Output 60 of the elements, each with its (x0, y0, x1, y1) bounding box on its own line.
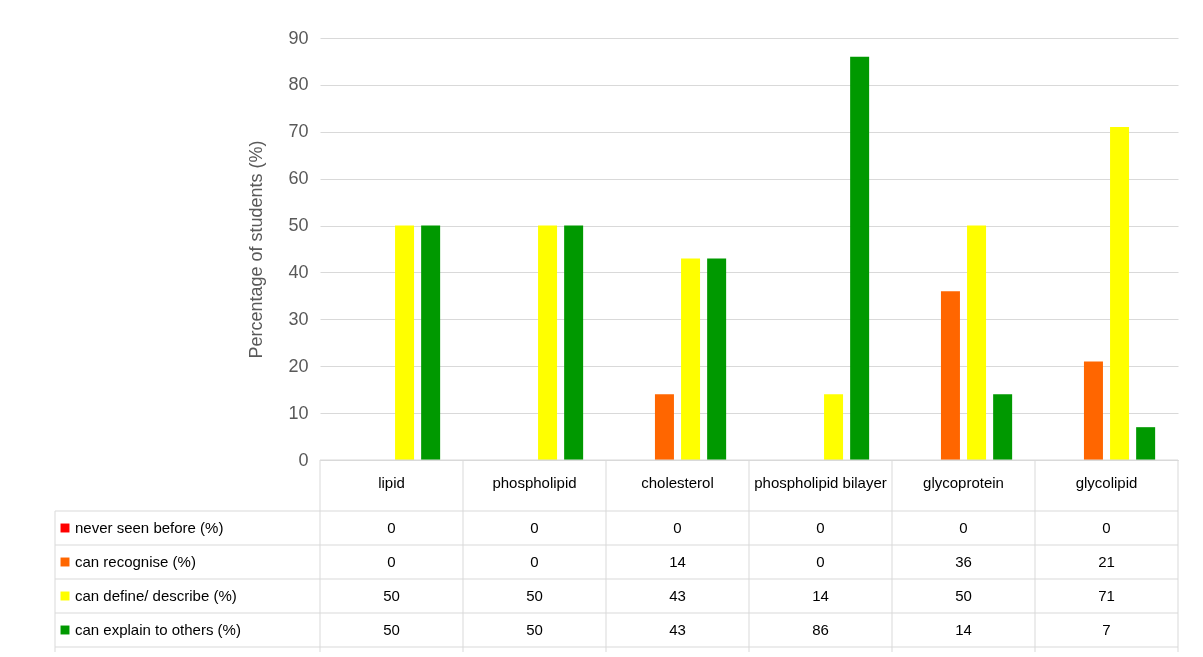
legend-label: can recognise (%) (75, 553, 196, 570)
data-label: 14 (812, 587, 829, 604)
bar (538, 225, 558, 460)
x-tick-label: phospholipid (492, 473, 577, 491)
data-label: 0 (387, 519, 396, 536)
data-label: 14 (669, 553, 686, 570)
bar (993, 394, 1013, 460)
data-label: 50 (526, 587, 543, 604)
data-label: 50 (955, 587, 972, 604)
data-label: 36 (955, 553, 972, 570)
data-label: 0 (816, 519, 825, 536)
bar (967, 225, 987, 460)
data-label: 0 (387, 553, 396, 570)
bar (707, 258, 727, 460)
x-tick-label: phospholipid bilayer (754, 473, 887, 491)
y-tick-label: 10 (288, 402, 309, 423)
x-tick-label: lipid (378, 473, 405, 491)
data-label: 0 (959, 519, 968, 536)
data-label: 50 (383, 587, 400, 604)
y-tick-label: 60 (288, 168, 309, 189)
x-tick-label: glycoprotein (923, 473, 1004, 491)
data-label: 0 (673, 519, 682, 536)
y-tick-label: 80 (288, 74, 309, 95)
data-label: 0 (1102, 519, 1111, 536)
data-label: 0 (530, 519, 539, 536)
data-label: 21 (1098, 553, 1115, 570)
data-label: 50 (383, 621, 400, 638)
bar (824, 394, 844, 460)
legend-label: can define/ describe (%) (75, 587, 237, 604)
y-tick-label: 20 (288, 355, 309, 376)
data-label: 43 (669, 621, 686, 638)
bar (940, 291, 960, 460)
data-label: 43 (669, 587, 686, 604)
bar (1083, 361, 1103, 460)
x-tick-label: cholesterol (641, 473, 714, 491)
data-label: 0 (530, 553, 539, 570)
bar (395, 225, 415, 460)
y-tick-label: 0 (298, 449, 309, 470)
legend-label: can explain to others (%) (75, 621, 241, 638)
legend-label: never seen before (%) (75, 519, 224, 536)
bar (1136, 427, 1156, 460)
bar (564, 225, 584, 460)
y-tick-label: 40 (288, 261, 309, 282)
y-tick-label: 90 (288, 27, 309, 48)
y-tick-label: 30 (288, 308, 309, 329)
y-tick-label: 50 (288, 215, 309, 236)
bar (654, 394, 674, 460)
data-label: 14 (955, 621, 972, 638)
bar (421, 225, 441, 460)
y-tick-label: 70 (288, 121, 309, 142)
y-axis-title: Percentage of students (%) (246, 140, 267, 359)
data-label: 7 (1102, 621, 1111, 638)
data-label: 0 (816, 553, 825, 570)
bar (681, 258, 701, 460)
x-tick-label: glycolipid (1075, 473, 1138, 491)
data-label: 50 (526, 621, 543, 638)
data-label: 71 (1098, 587, 1115, 604)
bar (850, 56, 870, 460)
bar (1110, 127, 1130, 460)
data-label: 86 (812, 621, 829, 638)
